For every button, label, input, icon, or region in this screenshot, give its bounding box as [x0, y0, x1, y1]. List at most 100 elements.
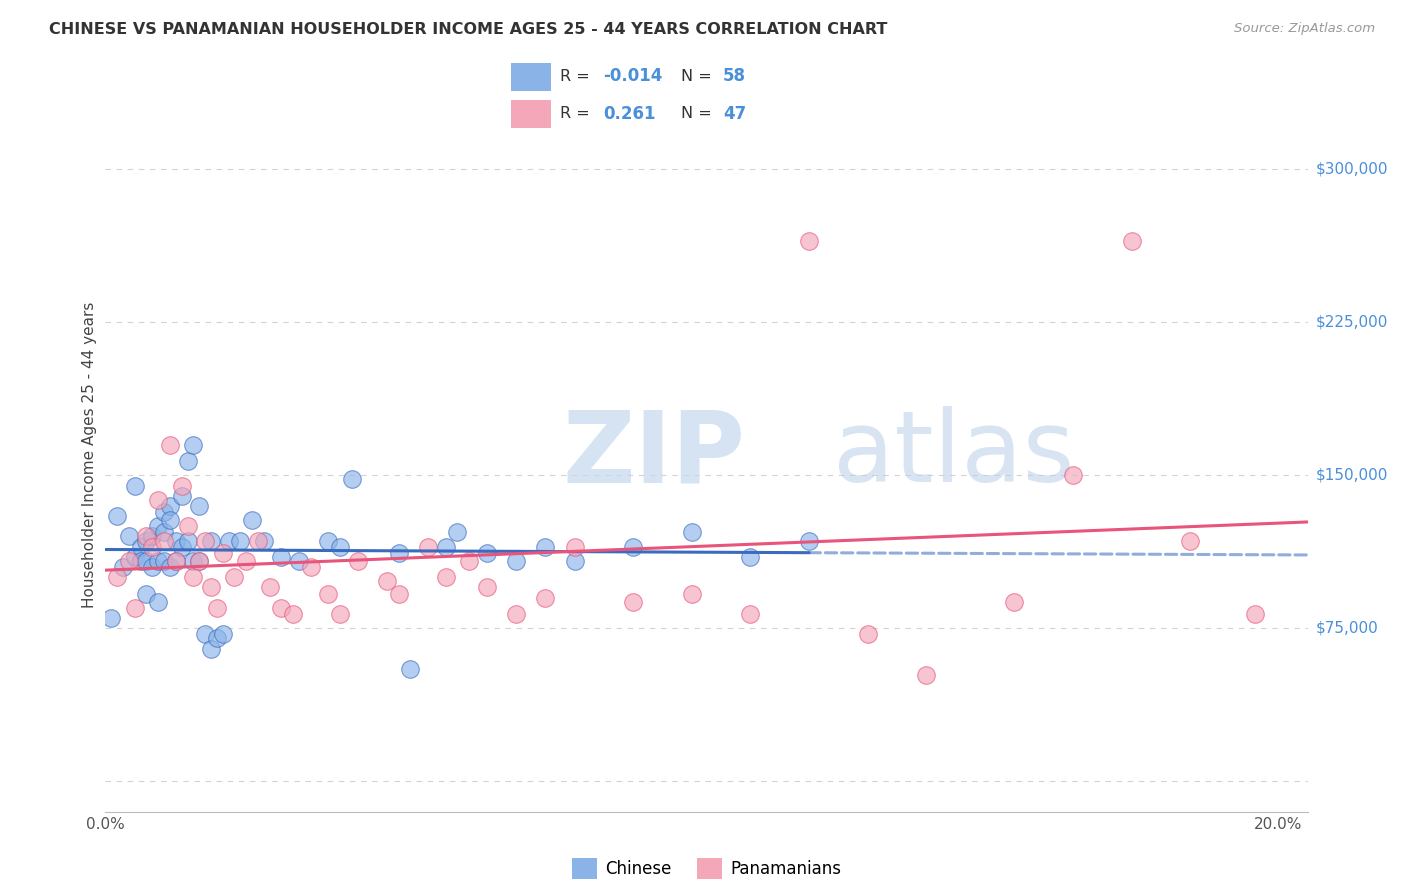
- Text: CHINESE VS PANAMANIAN HOUSEHOLDER INCOME AGES 25 - 44 YEARS CORRELATION CHART: CHINESE VS PANAMANIAN HOUSEHOLDER INCOME…: [49, 22, 887, 37]
- Point: [797, 234, 820, 248]
- Point: [329, 540, 352, 554]
- Point: [159, 438, 181, 452]
- Text: $225,000: $225,000: [1316, 315, 1388, 330]
- Point: [621, 595, 644, 609]
- Point: [105, 570, 128, 584]
- Point: [505, 554, 527, 568]
- Point: [105, 509, 128, 524]
- Point: [188, 554, 211, 568]
- Point: [416, 540, 439, 554]
- Text: 0.261: 0.261: [603, 104, 657, 123]
- Point: [148, 554, 170, 568]
- Point: [235, 554, 257, 568]
- Point: [159, 499, 181, 513]
- Point: [621, 540, 644, 554]
- Point: [170, 478, 193, 492]
- Point: [124, 549, 146, 564]
- Point: [1002, 595, 1025, 609]
- Point: [183, 438, 205, 452]
- Point: [141, 529, 163, 543]
- Point: [446, 525, 468, 540]
- Point: [240, 513, 263, 527]
- Point: [153, 554, 176, 568]
- Point: [141, 560, 163, 574]
- Text: Source: ZipAtlas.com: Source: ZipAtlas.com: [1234, 22, 1375, 36]
- Point: [505, 607, 527, 621]
- Point: [316, 533, 339, 548]
- Point: [176, 533, 198, 548]
- Point: [740, 607, 762, 621]
- Point: [288, 554, 311, 568]
- Text: ZIP: ZIP: [562, 407, 745, 503]
- Point: [434, 540, 457, 554]
- Point: [176, 454, 198, 468]
- Text: R =: R =: [560, 69, 595, 84]
- Text: 47: 47: [723, 104, 747, 123]
- Point: [112, 560, 135, 574]
- Point: [281, 607, 304, 621]
- Point: [176, 519, 198, 533]
- Point: [124, 478, 146, 492]
- Point: [129, 540, 152, 554]
- Point: [153, 505, 176, 519]
- Point: [165, 533, 187, 548]
- Point: [148, 595, 170, 609]
- Point: [153, 533, 176, 548]
- Text: -0.014: -0.014: [603, 68, 662, 86]
- Point: [205, 632, 228, 646]
- Point: [434, 570, 457, 584]
- Point: [159, 560, 181, 574]
- Text: R =: R =: [560, 106, 595, 121]
- Point: [564, 540, 586, 554]
- Point: [475, 581, 498, 595]
- Text: N =: N =: [681, 106, 717, 121]
- Point: [375, 574, 398, 589]
- Point: [153, 525, 176, 540]
- Bar: [512, 62, 551, 91]
- Point: [135, 529, 157, 543]
- Point: [1180, 533, 1202, 548]
- Bar: [512, 100, 551, 128]
- Point: [270, 600, 292, 615]
- Point: [165, 554, 187, 568]
- Text: $300,000: $300,000: [1316, 162, 1388, 177]
- Point: [246, 533, 269, 548]
- Point: [458, 554, 481, 568]
- Point: [1243, 607, 1265, 621]
- Point: [856, 627, 879, 641]
- Point: [534, 540, 557, 554]
- Point: [1121, 234, 1143, 248]
- Point: [797, 533, 820, 548]
- Point: [141, 540, 163, 554]
- Point: [183, 554, 205, 568]
- Point: [388, 546, 411, 560]
- Point: [270, 549, 292, 564]
- Point: [681, 525, 703, 540]
- Point: [170, 489, 193, 503]
- Point: [316, 586, 339, 600]
- Point: [159, 513, 181, 527]
- Point: [681, 586, 703, 600]
- Point: [534, 591, 557, 605]
- Point: [135, 554, 157, 568]
- Point: [915, 668, 938, 682]
- Text: $75,000: $75,000: [1316, 621, 1379, 636]
- Point: [194, 533, 217, 548]
- Point: [218, 533, 240, 548]
- Point: [399, 662, 422, 676]
- Point: [1062, 468, 1084, 483]
- Text: 58: 58: [723, 68, 745, 86]
- Point: [346, 554, 368, 568]
- Point: [224, 570, 246, 584]
- Point: [100, 611, 122, 625]
- Point: [200, 581, 222, 595]
- Point: [388, 586, 411, 600]
- Point: [564, 554, 586, 568]
- Point: [118, 529, 141, 543]
- Point: [135, 586, 157, 600]
- Point: [211, 546, 233, 560]
- Point: [124, 600, 146, 615]
- Point: [183, 570, 205, 584]
- Point: [211, 627, 233, 641]
- Point: [475, 546, 498, 560]
